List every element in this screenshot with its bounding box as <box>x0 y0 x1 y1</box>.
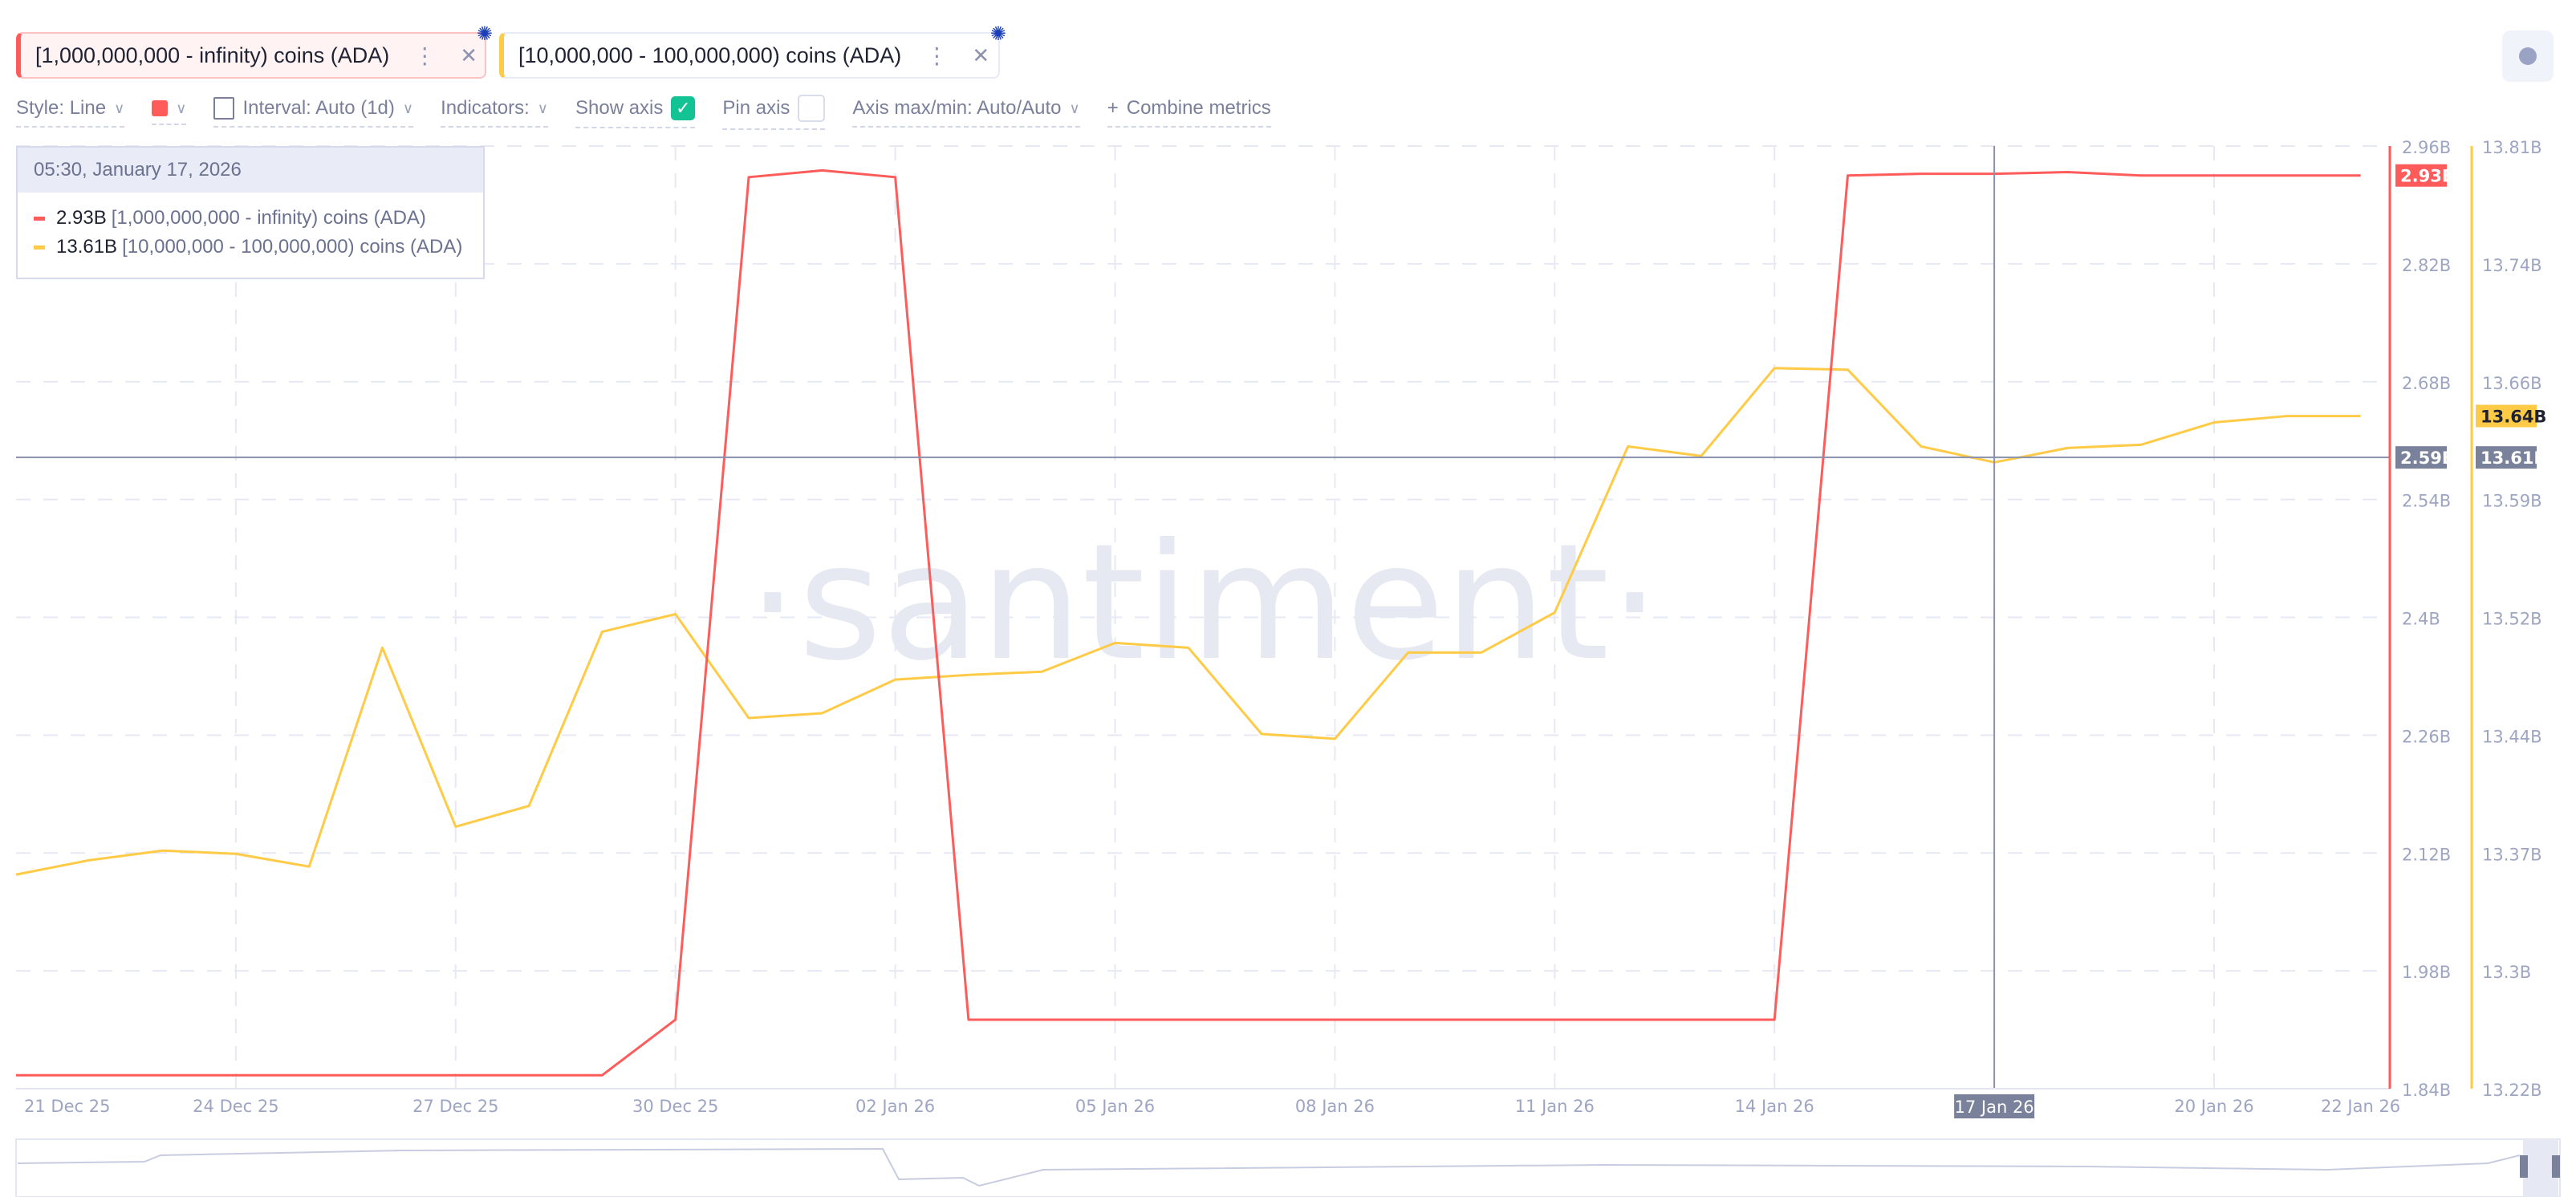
metric-tab-whales[interactable]: [1,000,000,000 - infinity) coins (ADA) ⋮… <box>16 23 493 79</box>
indicators-label: Indicators: <box>441 97 530 119</box>
tooltip-value: 2.93B <box>56 207 107 229</box>
chart-toolbar: Style: Line ∨ ∨ Interval: Auto (1d) ∨ Indi… <box>16 95 1271 130</box>
watermark: ·santiment· <box>747 509 1660 696</box>
pin-axis-toggle[interactable]: Pin axis <box>722 95 826 130</box>
left-axis-tick-label: 2.96B <box>2402 138 2451 157</box>
crosshair-right-label: 13.61B <box>2481 448 2546 468</box>
x-axis-tick-label: 14 Jan 26 <box>1735 1097 1814 1116</box>
minimap-handle-left[interactable] <box>2520 1155 2528 1178</box>
close-icon[interactable]: ✕ <box>460 43 478 67</box>
metric-tab-label: [1,000,000,000 - infinity) coins (ADA) <box>35 43 390 67</box>
close-icon[interactable]: ✕ <box>972 43 990 67</box>
series-lines <box>15 146 2390 1089</box>
style-label: Style: Line <box>16 97 107 119</box>
tooltip-name: [1,000,000,000 - infinity) coins (ADA) <box>111 207 426 229</box>
last-value-label-left-bg <box>2395 164 2447 187</box>
right-axis-tick-label: 13.3B <box>2482 963 2531 982</box>
plus-icon: + <box>1107 97 1119 119</box>
x-axis-tick-label: 05 Jan 26 <box>1075 1097 1155 1116</box>
x-axis-tick-label: 20 Jan 26 <box>2174 1097 2253 1116</box>
axes: 2.96B 13.81B 2.82B 13.74B 2.68B 13.66B 2.54B 13… <box>16 138 2546 1118</box>
chevron-down-icon: ∨ <box>176 99 187 116</box>
left-axis-tick-label: 2.4B <box>2402 610 2440 629</box>
crosshair-x-label-bg <box>1954 1094 2035 1118</box>
minimap-handle-right[interactable] <box>2552 1155 2560 1178</box>
crosshair-left-label-bg <box>2395 446 2447 469</box>
chevron-down-icon: ∨ <box>114 99 125 116</box>
cardano-icon: ✺ <box>476 23 493 45</box>
checkbox-checked-icon[interactable]: ✓ <box>671 96 696 120</box>
left-axis-tick-label: 2.12B <box>2402 845 2451 864</box>
metric-tab-mid-holders[interactable]: [10,000,000 - 100,000,000) coins (ADA) ⋮… <box>499 23 1006 79</box>
left-axis-tick-label: 2.68B <box>2402 374 2451 393</box>
color-dropdown[interactable]: ∨ <box>152 99 187 125</box>
chevron-down-icon: ∨ <box>402 99 414 116</box>
right-axis-tick-label: 13.59B <box>2482 492 2542 511</box>
minimap-navigator <box>15 1138 2561 1197</box>
chevron-down-icon: ∨ <box>537 99 548 116</box>
more-options-icon[interactable]: ⋮ <box>413 43 437 68</box>
crosshair-right-label-bg <box>2476 446 2537 469</box>
tooltip-row: 13.61B [10,000,000 - 100,000,000) coins (… <box>34 233 483 262</box>
left-axis-tick-label: 2.82B <box>2402 256 2451 275</box>
left-axis-tick-label: 2.54B <box>2402 492 2451 511</box>
right-axis-tick-label: 13.44B <box>2482 727 2542 746</box>
tooltip-name: [10,000,000 - 100,000,000) coins (ADA) <box>122 236 463 258</box>
checkbox-unchecked-icon[interactable] <box>798 95 826 122</box>
crosshair-x-label: 17 Jan 26 <box>1955 1098 2034 1117</box>
tooltip: 05:30, January 17, 2026 2.93B [1,000,000,… <box>16 146 485 279</box>
x-axis-tick-label: 24 Dec 25 <box>193 1097 278 1116</box>
right-axis-tick-label: 13.52B <box>2482 610 2542 629</box>
more-options-icon[interactable]: ⋮ <box>925 43 949 68</box>
metric-tab-label: [10,000,000 - 100,000,000) coins (ADA) <box>518 43 902 67</box>
calendar-icon <box>213 97 235 120</box>
left-axis-tick-label: 1.84B <box>2402 1081 2451 1100</box>
series-line <box>16 168 2361 1077</box>
legend-marker <box>34 245 45 250</box>
show-axis-label: Show axis <box>575 97 664 119</box>
record-button[interactable] <box>2502 30 2554 82</box>
last-value-label-right-bg <box>2476 404 2537 428</box>
combine-metrics-label: Combine metrics <box>1126 97 1271 119</box>
indicators-dropdown[interactable]: Indicators: ∨ <box>441 97 548 128</box>
last-value-label-left: 2.93B <box>2400 167 2455 186</box>
x-axis-tick-label: 02 Jan 26 <box>855 1097 935 1116</box>
x-axis-tick-label: 21 Dec 25 <box>24 1097 110 1116</box>
right-axis-tick-label: 13.81B <box>2482 138 2542 157</box>
show-axis-toggle[interactable]: Show axis ✓ <box>575 96 696 128</box>
minimap-line <box>17 1147 2521 1187</box>
right-axis-tick-label: 13.37B <box>2482 845 2542 864</box>
x-axis-tick-label: 22 Jan 26 <box>2321 1097 2400 1116</box>
left-axis-tick-label: 2.26B <box>2402 727 2451 746</box>
pin-axis-label: Pin axis <box>722 97 790 119</box>
tooltip-row: 2.93B [1,000,000,000 - infinity) coins (A… <box>34 204 483 233</box>
legend-marker <box>34 216 45 221</box>
right-axis-tick-label: 13.22B <box>2482 1081 2542 1100</box>
cardano-icon: ✺ <box>989 23 1006 45</box>
crosshair-left-label: 2.59B <box>2400 448 2455 468</box>
chevron-down-icon: ∨ <box>1069 99 1080 116</box>
tooltip-value: 13.61B <box>56 236 118 258</box>
right-axis-tick-label: 13.74B <box>2482 256 2542 275</box>
left-axis-tick-label: 1.98B <box>2402 963 2451 982</box>
axis-maxmin-label: Axis max/min: Auto/Auto <box>852 97 1062 119</box>
right-axis-tick-label: 13.66B <box>2482 374 2542 393</box>
x-axis-tick-label: 11 Jan 26 <box>1515 1097 1595 1116</box>
combine-metrics-button[interactable]: + Combine metrics <box>1107 97 1271 128</box>
x-axis-tick-label: 08 Jan 26 <box>1295 1097 1375 1116</box>
x-axis-tick-label: 30 Dec 25 <box>632 1097 718 1116</box>
tooltip-date: 05:30, January 17, 2026 <box>18 148 483 193</box>
axis-maxmin-dropdown[interactable]: Axis max/min: Auto/Auto ∨ <box>852 97 1080 128</box>
record-icon <box>2519 47 2537 65</box>
color-swatch <box>152 100 169 116</box>
interval-label: Interval: Auto (1d) <box>242 97 395 119</box>
x-axis-tick-label: 27 Dec 25 <box>412 1097 498 1116</box>
last-value-label-right: 13.64B <box>2481 408 2546 427</box>
style-dropdown[interactable]: Style: Line ∨ <box>16 97 125 128</box>
interval-dropdown[interactable]: Interval: Auto (1d) ∨ <box>213 97 414 128</box>
